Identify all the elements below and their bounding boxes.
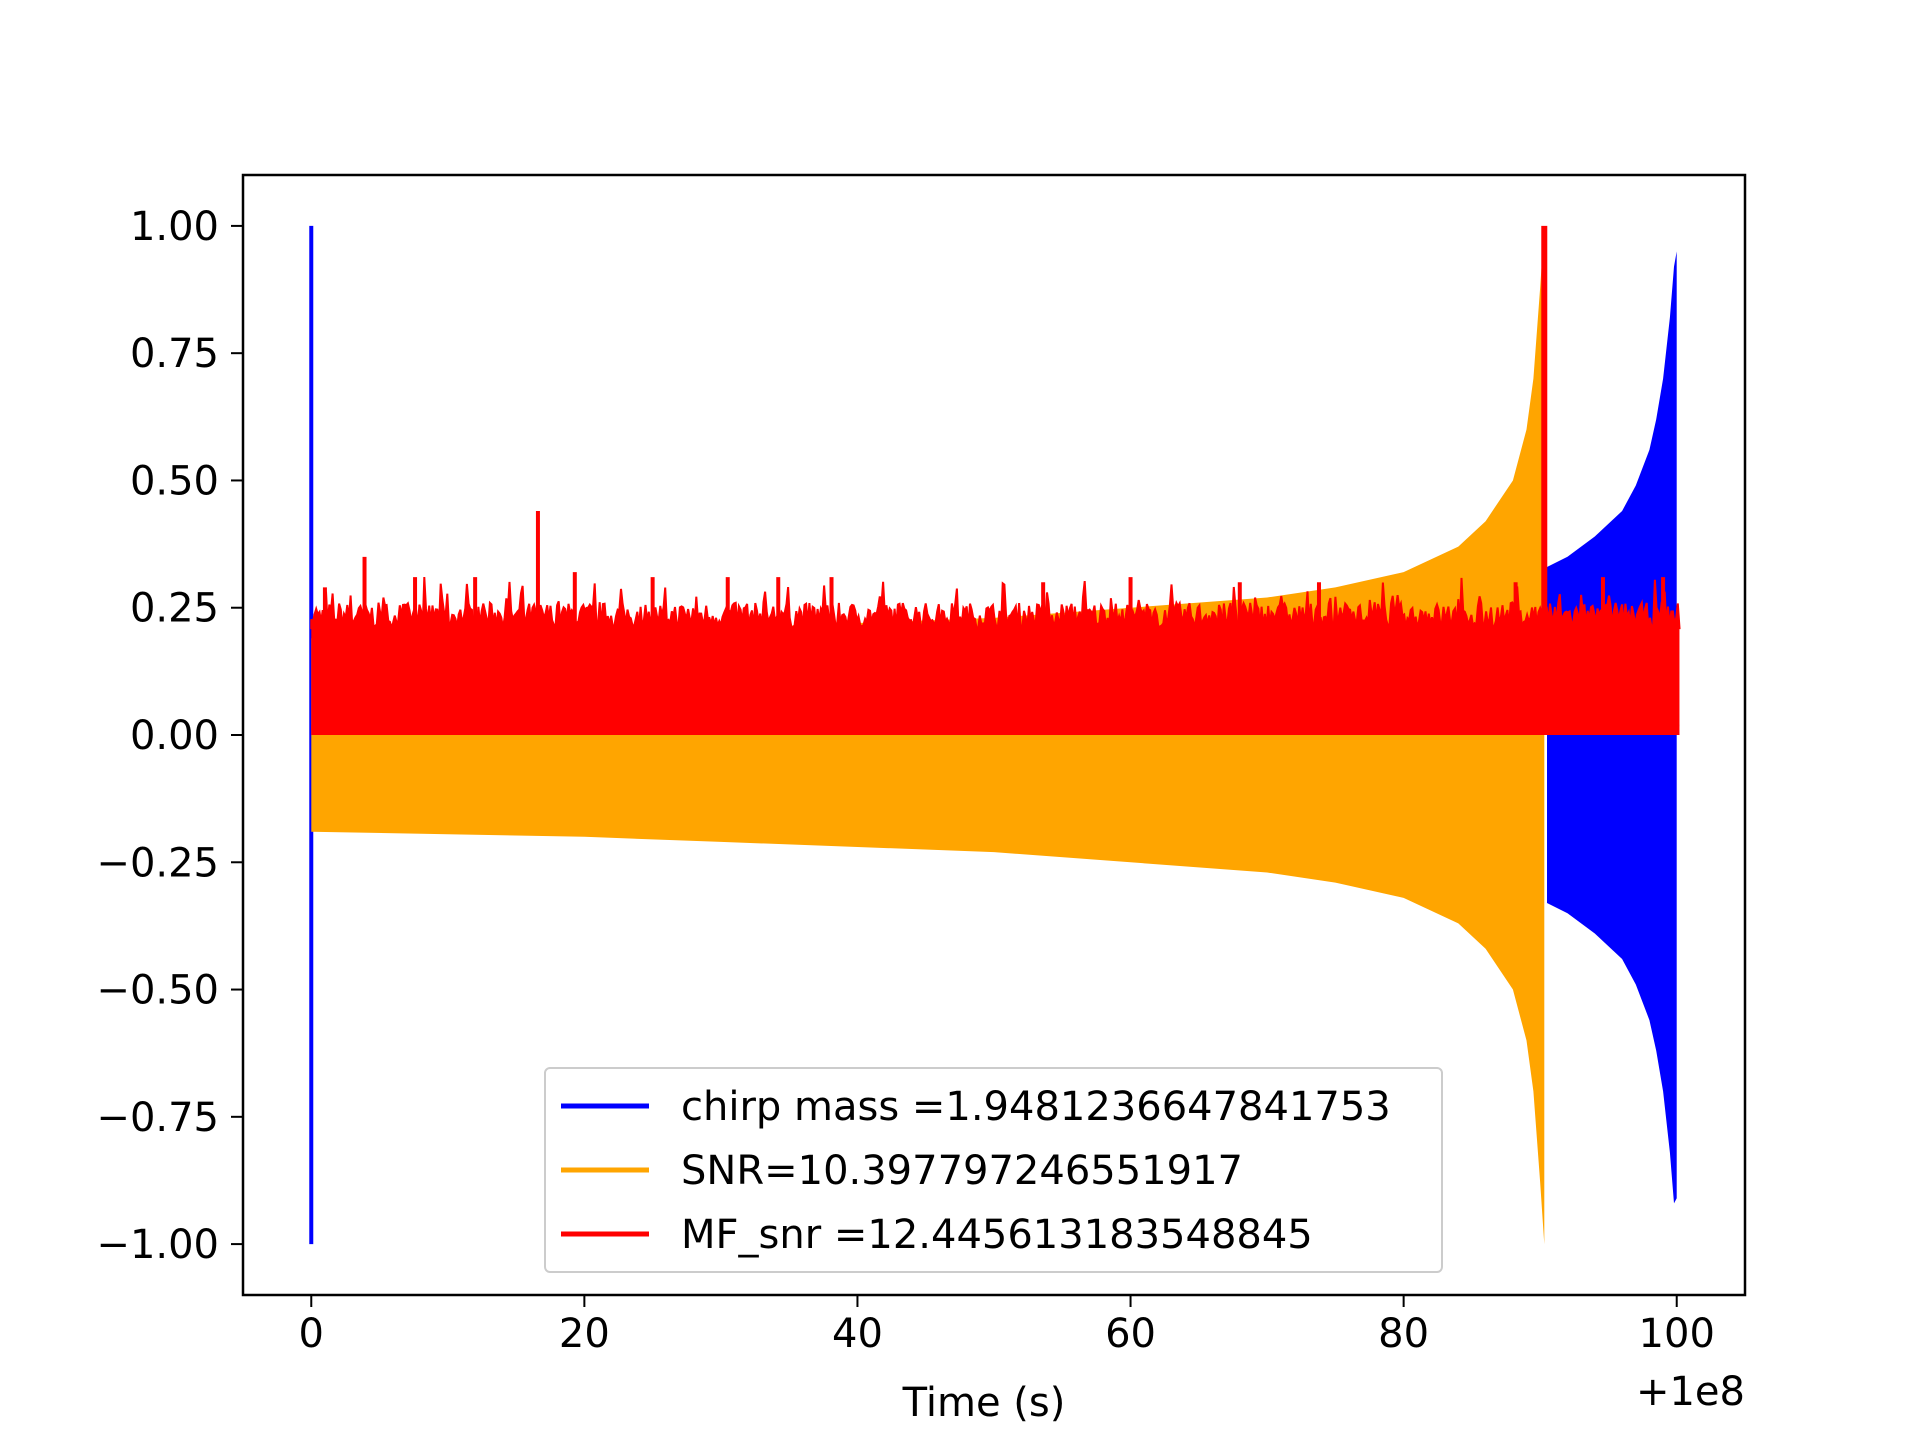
legend: chirp mass =1.9481236647841753 SNR=10.39… [544, 1067, 1443, 1273]
x-tick-label-5: 100 [1639, 1311, 1715, 1357]
x-axis-offset-label: +1e8 [1636, 1369, 1745, 1415]
y-tick-label-7: −0.75 [96, 1095, 219, 1141]
y-tick-label-8: −1.00 [96, 1222, 219, 1268]
y-tick-label-5: −0.25 [96, 840, 219, 886]
x-tick-label-4: 80 [1378, 1311, 1429, 1357]
y-tick-label-2: 0.50 [130, 458, 219, 504]
axes: 0 20 40 60 80 100 1.00 0.75 0.50 0.25 0.00 −0.25 −0.… [96, 173, 1747, 1357]
legend-label-snr: SNR=10.397797246551917 [681, 1148, 1243, 1194]
x-axis-label: Time (s) [902, 1380, 1066, 1426]
legend-label-chirp-mass: chirp mass =1.9481236647841753 [681, 1084, 1391, 1130]
x-tick-label-3: 60 [1105, 1311, 1156, 1357]
series-group [309, 225, 1681, 1245]
plot-area [309, 225, 1681, 1245]
x-tick-label-2: 40 [832, 1311, 883, 1357]
legend-frame [544, 1067, 1443, 1273]
y-tick-label-0: 1.00 [130, 204, 219, 250]
x-tick-label-0: 0 [299, 1311, 324, 1357]
x-tick-label-1: 20 [559, 1311, 610, 1357]
y-tick-label-3: 0.25 [130, 586, 219, 632]
y-tick-label-4: 0.00 [130, 713, 219, 759]
y-tick-label-6: −0.50 [96, 968, 219, 1014]
series-mf-snr-noise-bottom [311, 724, 1680, 735]
legend-label-mf-snr: MF_snr =12.445613183548845 [681, 1212, 1313, 1258]
y-tick-label-1: 0.75 [130, 331, 219, 377]
series-mf-snr-band [311, 628, 1680, 735]
